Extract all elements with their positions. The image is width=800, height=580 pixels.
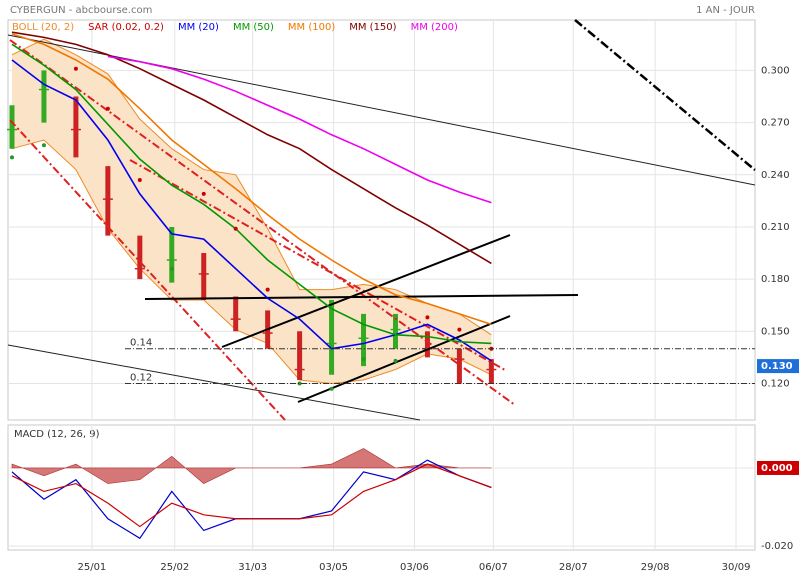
sar-dot — [137, 178, 142, 182]
x-tick-label: 25/01 — [77, 562, 106, 573]
x-tick-label: 29/08 — [641, 562, 670, 573]
sar-dot — [297, 381, 302, 386]
y-tick-label: 0.150 — [761, 326, 790, 337]
y-tick-label: 0.180 — [761, 274, 790, 285]
y-tick-label: 0.210 — [761, 222, 790, 233]
sar-dot — [73, 66, 78, 71]
sar-dot — [393, 358, 398, 363]
x-tick-label: 28/07 — [559, 562, 588, 573]
sar-dot — [361, 357, 366, 362]
sar-dot — [233, 226, 238, 231]
sar-dot — [425, 315, 430, 320]
level-label: 0.14 — [130, 338, 152, 349]
sar-dot — [169, 266, 174, 271]
legend-entry: MM (150) — [349, 22, 396, 33]
macd-title: MACD (12, 26, 9) — [14, 429, 100, 440]
x-tick-label: 03/06 — [400, 562, 429, 573]
y-tick-label: 0.120 — [761, 378, 790, 389]
sar-dot — [201, 191, 206, 196]
macd-line — [11, 459, 492, 540]
x-tick-label: 30/09 — [722, 562, 751, 573]
macd-panel — [7, 424, 756, 551]
y-tick-label: 0.240 — [761, 170, 790, 181]
trend-line — [9, 119, 286, 421]
last-value-tag — [757, 359, 799, 374]
trend-lines — [7, 19, 756, 421]
trend-line — [221, 234, 511, 348]
sar-dot — [41, 143, 46, 148]
y-tick-label: 0.270 — [761, 118, 790, 129]
price-panel — [7, 19, 756, 421]
sar-dot — [105, 106, 110, 111]
x-tick-label: 25/02 — [160, 562, 189, 573]
x-tick-label: 06/07 — [479, 562, 508, 573]
x-tick-label: 03/05 — [319, 562, 348, 573]
trend-line — [574, 19, 756, 171]
trend-line — [9, 39, 516, 406]
sar-dot — [265, 287, 270, 292]
macd-line — [11, 463, 492, 528]
moving-average — [11, 59, 492, 362]
sar-dot — [457, 327, 462, 332]
last-value-label: 0.000 — [761, 463, 793, 474]
last-value-tag — [757, 460, 799, 475]
chart-title: CYBERGUN - abcbourse.com — [10, 5, 152, 16]
moving-average — [107, 55, 492, 204]
period: 1 AN - JOUR — [696, 5, 755, 16]
moving-average — [11, 33, 492, 326]
legend-entry: SAR (0.02, 0.2) — [88, 22, 164, 33]
legend-entry: MM (100) — [288, 22, 335, 33]
level-label: 0.12 — [130, 372, 152, 383]
y-tick-label: -0.020 — [761, 541, 793, 552]
macd-histogram — [11, 448, 492, 484]
legend-entry: MM (20) — [178, 22, 219, 33]
sar-dot — [329, 386, 334, 391]
trend-line — [7, 344, 421, 421]
x-tick-label: 31/03 — [238, 562, 267, 573]
last-value-label: 0.130 — [761, 361, 793, 372]
trend-line — [297, 315, 511, 403]
sar-dot — [9, 155, 14, 160]
legend-entry: BOLL (20, 2) — [12, 22, 74, 33]
legend-entry: MM (200) — [411, 22, 458, 33]
legend-entry: MM (50) — [233, 22, 274, 33]
y-tick-label: 0.300 — [761, 65, 790, 76]
moving-average — [11, 43, 492, 345]
trend-line — [129, 159, 506, 371]
moving-average — [11, 31, 492, 265]
trend-line — [144, 294, 579, 300]
bollinger-band — [11, 39, 492, 384]
